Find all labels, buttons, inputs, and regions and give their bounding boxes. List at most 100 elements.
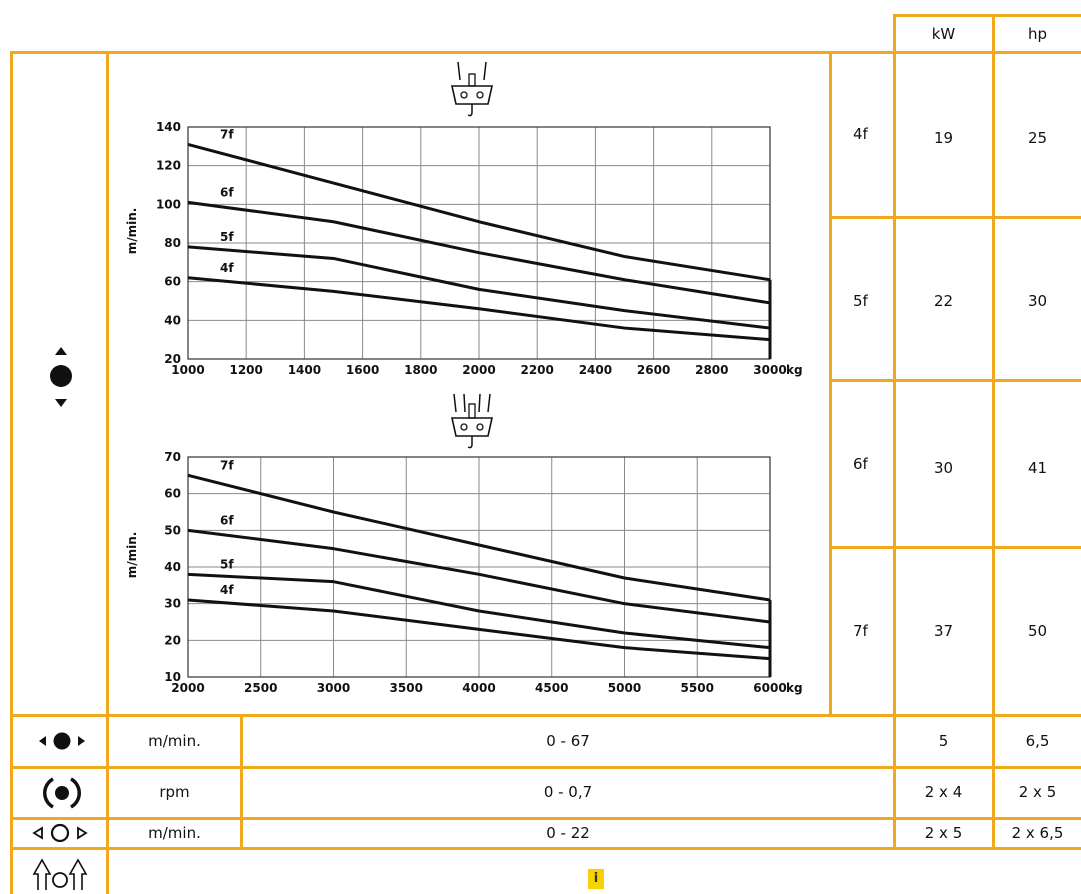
gear-hp: 25	[1027, 129, 1048, 147]
series-line-4f	[187, 276, 771, 342]
x-tick-label: 5000	[608, 681, 641, 695]
x-tick-label: 6000	[753, 681, 786, 695]
series-line-5f	[187, 245, 771, 330]
x-tick-label: 2000	[171, 681, 204, 695]
crane-travel-icon	[32, 823, 88, 843]
y-tick-label: 140	[156, 120, 181, 134]
x-tick-label: 1600	[346, 363, 379, 377]
gear-label: 4f	[853, 125, 868, 143]
x-tick-label: 1000	[171, 363, 204, 377]
x-tick-label: 4500	[535, 681, 568, 695]
row-unit: m/min.	[148, 824, 201, 842]
y-tick-label: 60	[164, 487, 181, 501]
x-unit-label: kg	[786, 363, 803, 377]
row-hp: 6,5	[1025, 732, 1050, 750]
x-tick-label: 3500	[390, 681, 423, 695]
jib-rotation-icon	[32, 858, 88, 890]
gear-kw: 22	[933, 292, 954, 310]
grid-line	[830, 546, 1081, 549]
grid-line	[992, 14, 995, 849]
grid-line	[240, 714, 243, 849]
gear-kw: 19	[933, 129, 954, 147]
grid-line	[10, 766, 1081, 769]
series-line-4f	[187, 598, 771, 661]
row-kw: 2 x 5	[924, 824, 963, 842]
grid-line	[10, 714, 1081, 717]
slewing-icon	[43, 777, 81, 809]
gear-hp: 50	[1027, 622, 1048, 640]
y-tick-label: 80	[164, 236, 181, 250]
y-tick-label: 120	[156, 159, 181, 173]
y-tick-label: 40	[164, 313, 181, 327]
plot-frame	[187, 456, 771, 678]
four-fall-hook-icon	[451, 393, 493, 449]
gear-hp: 30	[1027, 292, 1048, 310]
grid-line	[10, 51, 1081, 54]
grid-line	[893, 14, 1081, 17]
series-label: 5f	[220, 230, 234, 244]
series-label: 4f	[220, 583, 234, 597]
row-range: 0 - 22	[546, 824, 590, 842]
x-tick-label: 2200	[520, 363, 553, 377]
series-label: 6f	[220, 185, 234, 199]
grid-line	[10, 51, 13, 894]
gear-hp: 41	[1027, 459, 1048, 477]
grid-line	[893, 14, 896, 849]
y-tick-label: 40	[164, 560, 181, 574]
info-badge[interactable]: i	[588, 869, 604, 889]
x-tick-label: 1400	[288, 363, 321, 377]
y-tick-label: 10	[164, 670, 181, 684]
gear-kw: 30	[933, 459, 954, 477]
gear-label: 5f	[853, 292, 868, 310]
y-axis-label: m/min.	[125, 532, 139, 579]
x-tick-label: 1800	[404, 363, 437, 377]
series-line-5f	[187, 572, 771, 650]
x-tick-label: 5500	[681, 681, 714, 695]
plot-frame	[187, 126, 771, 360]
trolley-travel-icon	[39, 732, 85, 750]
y-tick-label: 30	[164, 597, 181, 611]
x-tick-label: 2000	[462, 363, 495, 377]
series-line-7f	[187, 473, 771, 602]
series-label: 7f	[220, 458, 234, 472]
series-line-6f	[187, 528, 771, 624]
row-range: 0 - 67	[546, 732, 590, 750]
x-tick-label: 2600	[637, 363, 670, 377]
row-unit: rpm	[159, 783, 190, 801]
y-tick-label: 50	[164, 523, 181, 537]
x-tick-label: 4000	[462, 681, 495, 695]
y-axis-label: m/min.	[125, 208, 139, 255]
gear-label: 6f	[853, 455, 868, 473]
kw-header: kW	[931, 25, 956, 43]
series-line-7f	[187, 142, 771, 282]
row-unit: m/min.	[148, 732, 201, 750]
grid-line	[10, 817, 1081, 820]
series-label: 4f	[220, 261, 234, 275]
y-tick-label: 20	[164, 633, 181, 647]
gear-label: 7f	[853, 622, 868, 640]
x-tick-label: 3000	[753, 363, 786, 377]
grid-line	[829, 51, 832, 716]
hoist-icon	[50, 347, 72, 407]
x-tick-label: 2800	[695, 363, 728, 377]
row-hp: 2 x 6,5	[1011, 824, 1064, 842]
speed-chart-top: 1000 1200 1400 1600 1800 2000 2200 2400 2600 2800…	[125, 120, 803, 377]
grid-line	[106, 51, 109, 894]
y-tick-label: 60	[164, 275, 181, 289]
x-tick-label: 2500	[244, 681, 277, 695]
y-tick-label: 100	[156, 197, 181, 211]
series-line-6f	[187, 200, 771, 305]
speed-chart-bottom: 2000 2500 3000 3500 4000 4500 5000 5500 6000 kg 10…	[125, 450, 803, 695]
row-range: 0 - 0,7	[543, 783, 593, 801]
row-kw: 5	[938, 732, 949, 750]
series-label: 6f	[220, 513, 234, 527]
gear-kw: 37	[933, 622, 954, 640]
y-tick-label: 70	[164, 450, 181, 464]
hp-header: hp	[1027, 25, 1048, 43]
x-tick-label: 3000	[317, 681, 350, 695]
grid-line	[10, 847, 1081, 850]
y-tick-label: 20	[164, 352, 181, 366]
grid-line	[830, 379, 1081, 382]
x-tick-label: 2400	[579, 363, 612, 377]
two-fall-hook-icon	[451, 61, 493, 117]
